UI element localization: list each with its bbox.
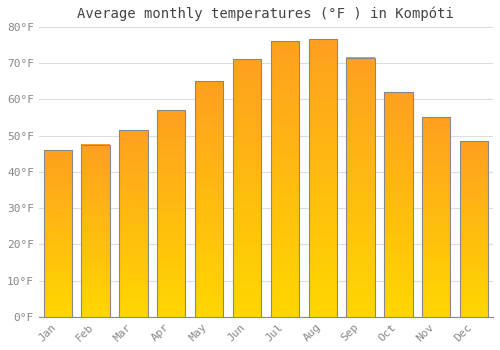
Bar (384, 92, 412, 317)
Bar (270, 41, 299, 317)
Bar (195, 81, 224, 317)
Bar (233, 60, 261, 317)
Bar (157, 110, 186, 317)
Bar (308, 40, 337, 317)
Bar (44, 150, 72, 317)
Bar (82, 145, 110, 317)
Bar (422, 117, 450, 317)
Bar (346, 58, 375, 317)
Bar (460, 141, 488, 317)
Title: Average monthly temperatures (°F ) in Kompóti: Average monthly temperatures (°F ) in Ko… (78, 7, 454, 21)
Bar (119, 130, 148, 317)
